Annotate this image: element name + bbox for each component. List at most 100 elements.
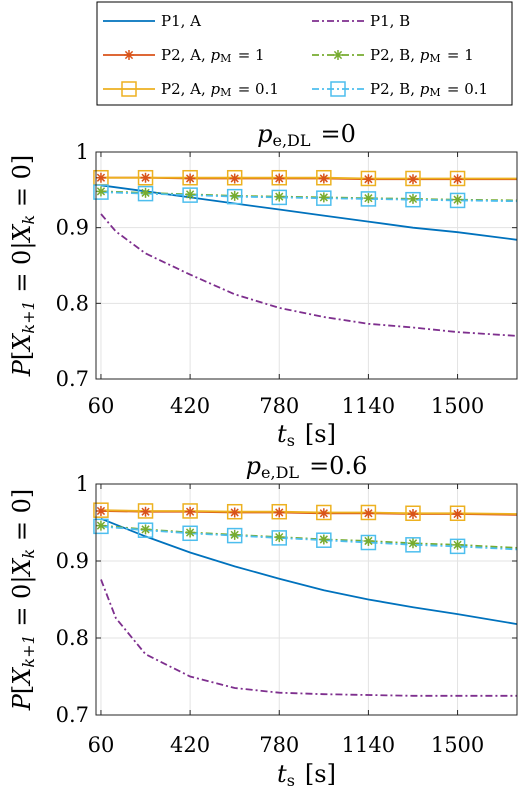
data-point-p2-b-p-m-0-1 (449, 538, 466, 555)
data-point-p2-b-p-m-1 (407, 538, 418, 549)
data-point-p2-b-p-m-0-1 (93, 184, 109, 200)
data-point-p2-b-p-m-0-1 (449, 192, 466, 209)
data-point-p2-b-p-m-1 (185, 527, 196, 538)
data-point-p2-a-p-m-0-1 (137, 503, 154, 519)
label-text: [ (8, 685, 36, 694)
data-point-p2-a-p-m-0-1 (271, 169, 288, 186)
x-tick-label: 1140 (342, 394, 395, 418)
x-tick-label: 60 (88, 394, 115, 418)
legend-label: P2, A, pM = 0.1 (161, 80, 279, 99)
label-text: = 0] (8, 489, 36, 549)
data-point-p2-b-p-m-0-1 (93, 518, 109, 535)
axes-frame (95, 483, 518, 716)
y-tick-label: 1 (76, 140, 89, 164)
legend-marker-sample (333, 50, 343, 60)
data-point-p2-b-p-m-0-1 (360, 534, 377, 551)
data-point-p2-a-p-m-0-1 (93, 502, 109, 518)
label-subscript: s (287, 771, 295, 790)
data-point-p2-a-p-m-1 (452, 509, 463, 520)
label-variable: P (8, 359, 36, 377)
label-variable: p (257, 120, 272, 148)
data-point-p2-b-p-m-0-1 (316, 190, 332, 206)
data-point-p2-a-p-m-1 (318, 173, 329, 184)
data-point-p2-b-p-m-1 (452, 194, 463, 205)
data-point-p2-a-p-m-1 (407, 174, 418, 185)
data-point-p2-b-p-m-1 (185, 189, 196, 200)
data-point-p2-b-p-m-1 (318, 534, 329, 545)
label-text: P2, A, (161, 46, 211, 64)
legend-entry-p1-b: P1, B (312, 12, 410, 30)
legend-label: P1, B (370, 12, 410, 30)
series-line-p1-a (100, 517, 518, 625)
series-line-p2-a-p-m-0-1 (100, 509, 518, 515)
data-point-p2-b-p-m-1 (95, 186, 106, 197)
data-point-p2-b-p-m-1 (274, 191, 285, 202)
label-text: = 0.1 (442, 80, 488, 98)
label-subscript: e,DL (261, 463, 299, 482)
data-point-p2-a-p-m-0-1 (449, 170, 466, 187)
legend: P1, A P1, BP2, A, pM = 1 P2, B, pM = 1P2, … (96, 1, 513, 106)
label-text: [ (8, 351, 36, 360)
data-point-p2-a-p-m-0-1 (226, 503, 243, 520)
plot-area (96, 152, 517, 379)
subplot-title: pe,DL =0.6 (246, 452, 368, 482)
data-point-p2-b-p-m-1 (140, 187, 151, 198)
label-text: P1, B (370, 12, 410, 30)
label-text: = 0| (8, 576, 37, 635)
data-point-p2-b-p-m-0-1 (271, 530, 288, 546)
data-point-p2-b-p-m-1 (95, 520, 106, 531)
legend-marker-sample (124, 50, 134, 60)
legend-marker-sample (330, 81, 346, 97)
data-point-p2-a-p-m-0-1 (360, 504, 377, 521)
x-tick-label: 420 (170, 733, 210, 757)
label-text: = 0| (8, 242, 37, 301)
label-text: = 1 (442, 46, 474, 64)
data-point-p2-b-p-m-0-1 (182, 187, 198, 203)
label-variable: X (8, 558, 36, 578)
data-point-p2-a-p-m-1 (229, 173, 240, 184)
label-text: P2, B, (370, 46, 420, 64)
label-variable: p (211, 80, 221, 98)
y-tick-label: 0.9 (56, 216, 89, 240)
data-point-p2-b-p-m-0-1 (360, 191, 377, 207)
data-point-p2-a-p-m-1 (363, 174, 374, 185)
label-variable: X (8, 333, 36, 353)
data-point-p2-a-p-m-1 (185, 173, 196, 184)
data-point-p2-a-p-m-0-1 (316, 169, 332, 186)
label-variable: p (420, 80, 430, 98)
legend-box (96, 1, 513, 106)
series-line-p2-a-p-m-0-1 (101, 176, 517, 180)
y-axis-label: P[Xk+1 = 0|Xk = 0] (8, 489, 38, 711)
legend-entry-p2-a-p-m-0-1: P2, A, pM = 0.1 (103, 80, 279, 99)
data-point-p2-a-p-m-0-1 (316, 504, 332, 521)
legend-label: P1, A (161, 12, 201, 30)
x-tick-label: 780 (259, 394, 299, 418)
data-point-p2-b-p-m-0-1 (316, 532, 332, 548)
data-point-p2-a-p-m-0-1 (360, 170, 377, 187)
label-text: = 0] (8, 155, 36, 215)
label-subscript: k (19, 215, 38, 225)
legend-entry-p2-b-p-m-1: P2, B, pM = 1 (312, 46, 474, 65)
label-subscript: s (287, 431, 295, 450)
y-tick-label: 0.8 (56, 626, 89, 650)
label-text: =0.6 (301, 452, 367, 480)
x-tick-label: 1500 (431, 733, 484, 757)
data-point-p2-a-p-m-0-1 (405, 505, 421, 522)
label-variable: t (277, 760, 287, 788)
series-line-p2-b-p-m-0-1 (100, 191, 518, 203)
data-point-p2-a-p-m-1 (407, 509, 418, 520)
series-line-p1-b (100, 579, 517, 697)
y-tick-label: 0.7 (56, 367, 89, 391)
data-point-p2-b-p-m-1 (140, 524, 151, 535)
data-point-p2-b-p-m-0-1 (137, 522, 154, 538)
label-variable: X (8, 667, 36, 687)
label-text: [s] (297, 760, 336, 788)
plot-area (96, 484, 517, 715)
legend-entry-p1-a: P1, A (103, 12, 201, 30)
data-point-p2-a-p-m-0-1 (182, 503, 198, 519)
data-point-p2-a-p-m-0-1 (182, 169, 198, 186)
data-point-p2-a-p-m-1 (274, 173, 285, 184)
x-tick-label: 1140 (342, 733, 395, 757)
label-subscript: k+1 (19, 300, 38, 333)
